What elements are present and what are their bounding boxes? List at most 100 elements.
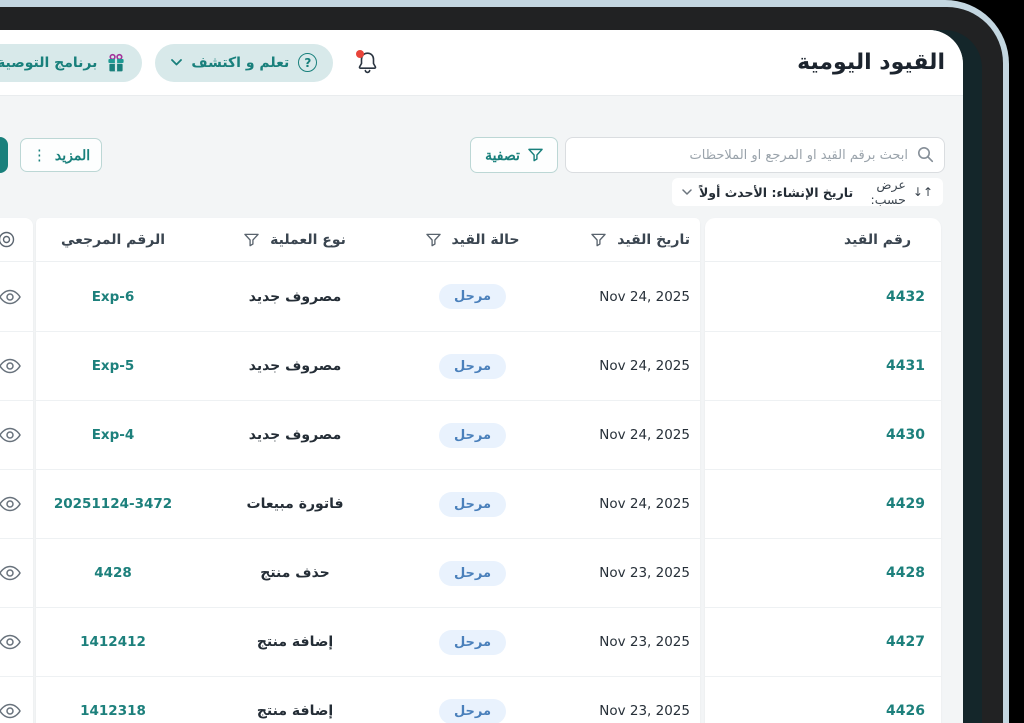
entry-date-cell: Nov 24, 2025 xyxy=(599,496,690,512)
operation-type-cell: إضافة منتج xyxy=(256,634,334,650)
eye-icon xyxy=(0,289,21,304)
entry-status-cell: مرحل xyxy=(400,422,545,448)
status-badge: مرحل xyxy=(438,284,507,309)
entry-date-cell: Nov 23, 2025 xyxy=(599,565,690,581)
col-entry-number: رقم القيد xyxy=(843,231,911,248)
funnel-icon[interactable] xyxy=(425,233,441,247)
funnel-icon[interactable] xyxy=(244,233,259,247)
referral-program-button[interactable]: برنامج التوصية xyxy=(0,43,143,82)
operation-type-cell: إضافة منتج xyxy=(256,703,334,719)
table-row[interactable]: Nov 24, 2025 مرحل مصروف جديد Exp-6 xyxy=(36,262,700,331)
table-header xyxy=(0,218,33,262)
entry-date-cell: Nov 23, 2025 xyxy=(599,634,690,650)
table-row[interactable]: 4427 xyxy=(705,607,941,676)
table-row[interactable]: Nov 24, 2025 مرحل فاتورة مبيعات 20251124… xyxy=(36,469,700,538)
entry-number-link[interactable]: 4427 xyxy=(886,634,925,650)
reference-link[interactable]: 20251124-3472 xyxy=(53,496,173,512)
reference-number-cell: Exp-5 xyxy=(36,358,190,374)
reference-link[interactable]: Exp-4 xyxy=(91,427,135,443)
entry-number-link[interactable]: 4426 xyxy=(886,703,925,719)
view-entry-button[interactable] xyxy=(0,496,21,512)
more-button[interactable]: المزيد ⋮ xyxy=(20,138,102,172)
operation-type-cell: فاتورة مبيعات xyxy=(246,496,344,512)
table-header: تاريخ القيد حالة القيد نوع العملية xyxy=(36,218,700,262)
table-row[interactable]: 4430 xyxy=(705,400,941,469)
view-entry-button[interactable] xyxy=(0,634,21,650)
entry-number-link[interactable]: 4431 xyxy=(886,358,925,374)
funnel-icon xyxy=(528,148,543,162)
table-main-columns: تاريخ القيد حالة القيد نوع العملية xyxy=(36,218,700,723)
table-row[interactable]: Nov 24, 2025 مرحل مصروف جديد Exp-4 xyxy=(36,400,700,469)
view-entry-button[interactable] xyxy=(0,289,21,305)
view-rows xyxy=(0,262,33,723)
reference-link[interactable]: Exp-6 xyxy=(91,288,135,305)
table-row xyxy=(0,676,33,723)
entry-date-cell: Nov 24, 2025 xyxy=(599,358,690,374)
kebab-icon: ⋮ xyxy=(31,147,47,164)
entry-number-link[interactable]: 4428 xyxy=(886,565,925,581)
question-circle-icon: ? xyxy=(298,53,318,72)
reference-number-cell: Exp-6 xyxy=(36,289,190,305)
entry-status-cell: مرحل xyxy=(400,353,545,379)
table-row[interactable]: Nov 23, 2025 مرحل إضافة منتج 1412412 xyxy=(36,607,700,676)
chevron-down-icon xyxy=(171,59,183,66)
eye-icon xyxy=(0,703,21,719)
search-input[interactable] xyxy=(565,137,945,173)
reference-number-cell: 4428 xyxy=(36,565,190,581)
learn-discover-button[interactable]: ? تعلم و اكتشف xyxy=(155,43,334,82)
page-body: تصفية المزيد ⋮ ↓↑ عرض حسب: تاريخ الإنشاء… xyxy=(0,96,963,723)
col-reference-number-label: الرقم المرجعي xyxy=(60,231,166,248)
filter-label: تصفية xyxy=(485,146,520,163)
operation-type-cell: مصروف جديد xyxy=(248,427,342,443)
table-row[interactable]: 4429 xyxy=(705,469,941,538)
eye-icon xyxy=(0,358,21,374)
table-row[interactable]: Nov 24, 2025 مرحل مصروف جديد Exp-5 xyxy=(36,331,700,400)
table-row xyxy=(0,262,33,331)
funnel-icon[interactable] xyxy=(591,233,606,247)
column-settings-icon[interactable] xyxy=(0,231,15,248)
operation-type-cell: مصروف جديد xyxy=(248,288,342,305)
view-column xyxy=(0,218,33,723)
table-rows: Nov 24, 2025 مرحل مصروف جديد Exp-6 Nov 2… xyxy=(36,262,700,723)
table-row[interactable]: 4426 xyxy=(705,676,941,723)
eye-icon xyxy=(0,496,21,512)
entry-number-link[interactable]: 4429 xyxy=(886,496,925,512)
table-row[interactable]: Nov 23, 2025 مرحل حذف منتج 4428 xyxy=(36,538,700,607)
entry-date-cell: Nov 24, 2025 xyxy=(599,427,690,443)
table-row[interactable]: Nov 23, 2025 مرحل إضافة منتج 1412318 xyxy=(36,676,700,723)
view-entry-button[interactable] xyxy=(0,427,21,443)
view-entry-button[interactable] xyxy=(0,703,21,719)
reference-number-cell: Exp-4 xyxy=(36,427,190,443)
reference-number-cell: 1412412 xyxy=(36,634,190,650)
col-operation-type: نوع العملية xyxy=(190,232,400,248)
entry-status-cell: مرحل xyxy=(400,284,545,309)
table-row xyxy=(0,607,33,676)
reference-link[interactable]: 1412412 xyxy=(80,634,146,650)
status-badge: مرحل xyxy=(438,629,507,655)
col-entry-status-label: حالة القيد xyxy=(451,231,520,248)
new-entry-button[interactable] xyxy=(0,137,8,173)
col-operation-type-label: نوع العملية xyxy=(270,231,346,248)
eye-icon xyxy=(0,565,21,581)
table-row xyxy=(0,538,33,607)
notification-dot xyxy=(356,49,365,58)
sort-prefix: عرض حسب: xyxy=(870,177,906,207)
more-label: المزيد xyxy=(54,146,91,163)
table-row[interactable]: 4431 xyxy=(705,331,941,400)
col-reference-number: الرقم المرجعي xyxy=(36,232,190,248)
view-entry-button[interactable] xyxy=(0,565,21,581)
eye-icon xyxy=(0,427,21,443)
entry-number-link[interactable]: 4432 xyxy=(886,288,925,305)
table-row[interactable]: 4428 xyxy=(705,538,941,607)
entry-status-cell: مرحل xyxy=(400,560,545,586)
notifications-button[interactable] xyxy=(355,49,379,76)
reference-link[interactable]: 1412318 xyxy=(80,703,146,719)
sort-dropdown[interactable]: ↓↑ عرض حسب: تاريخ الإنشاء: الأحدث أولاً xyxy=(672,177,943,207)
reference-link[interactable]: 4428 xyxy=(94,565,132,581)
view-entry-button[interactable] xyxy=(0,358,21,374)
table-row xyxy=(0,331,33,400)
reference-link[interactable]: Exp-5 xyxy=(91,358,135,374)
filter-button[interactable]: تصفية xyxy=(470,137,558,173)
table-row[interactable]: 4432 xyxy=(705,262,941,331)
entry-number-link[interactable]: 4430 xyxy=(886,427,925,443)
